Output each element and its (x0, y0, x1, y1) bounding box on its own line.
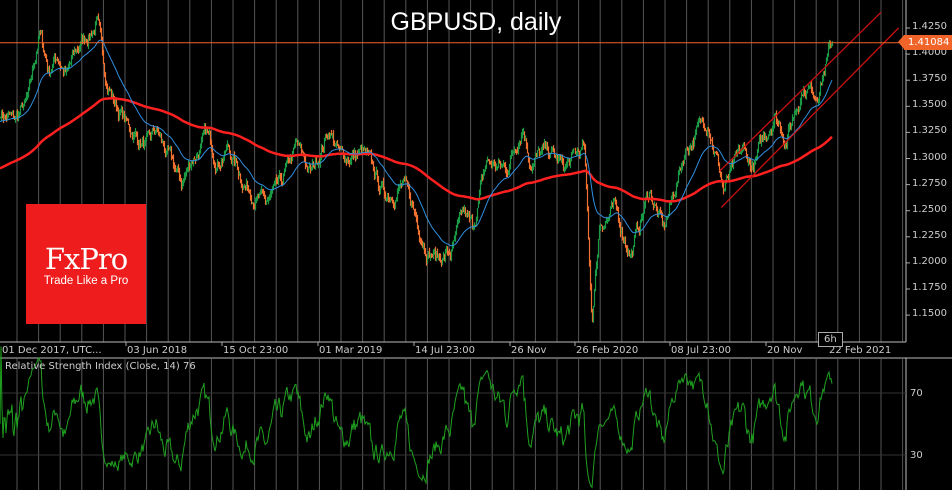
time-tick-label: 01 Dec 2017, UTC... (2, 345, 102, 356)
price-tick-label: 1.3000 (912, 151, 947, 163)
price-tick-label: 1.1500 (912, 308, 947, 320)
time-tick-label: 20 Nov (767, 345, 803, 356)
price-tick-label: 1.3250 (912, 125, 947, 137)
channel-line (719, 11, 882, 172)
time-tick-label: 01 Mar 2019 (319, 345, 383, 356)
time-tick-label: 26 Feb 2020 (576, 345, 639, 356)
price-tick-label: 1.3750 (912, 73, 947, 85)
time-tick-label: 15 Oct 23:00 (223, 345, 289, 356)
rsi-label: Relative Strength Index (Close, 14) 76 (5, 361, 196, 372)
rsi-level-30: 30 (910, 450, 923, 461)
time-tick-label: 08 Jul 23:00 (671, 345, 731, 356)
channel-line (720, 27, 900, 209)
price-tick-label: 1.2000 (912, 255, 947, 267)
chart-title: GBPUSD, daily (390, 8, 562, 36)
logo-tagline: Trade Like a Pro (43, 275, 129, 287)
time-tick-label: 26 Nov (511, 345, 547, 356)
time-tick-label: 03 Jun 2018 (127, 345, 188, 356)
rsi-level-70: 70 (910, 388, 923, 399)
timeframe-badge[interactable]: 6h (818, 332, 843, 347)
price-tick-label: 1.2500 (912, 203, 947, 215)
price-tick-label: 1.2250 (912, 229, 947, 241)
logo-brand: FxPro (44, 242, 128, 276)
time-tick-label: 14 Jul 23:00 (415, 345, 475, 356)
candles (0, 13, 834, 323)
price-tick-label: 1.4000 (912, 47, 947, 59)
moving-average-slow (0, 97, 833, 203)
time-tick-label: 22 Feb 2021 (829, 345, 892, 356)
current-price-label: 1.41084 (897, 35, 952, 50)
rsi-line (0, 346, 833, 489)
fxpro-logo: FxPro Trade Like a Pro (26, 204, 146, 324)
price-tick-label: 1.2750 (912, 177, 947, 189)
moving-average-fast (0, 39, 833, 247)
price-tick-label: 1.4250 (912, 21, 947, 32)
price-tick-label: 1.3500 (912, 99, 947, 111)
price-tick-label: 1.1750 (912, 282, 947, 293)
